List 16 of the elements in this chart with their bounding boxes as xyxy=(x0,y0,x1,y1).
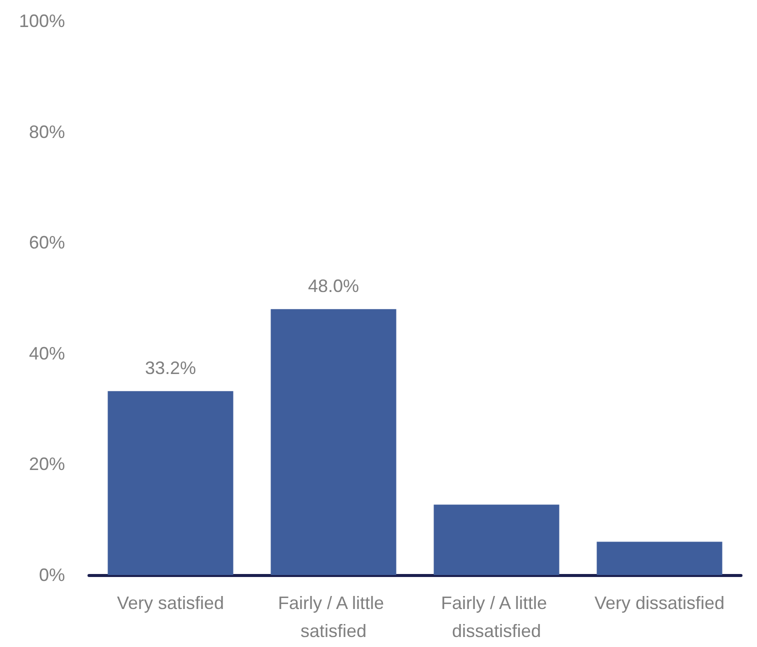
bar xyxy=(596,542,722,575)
bar xyxy=(434,504,560,575)
y-tick-label: 60% xyxy=(28,232,65,253)
data-label: 48.0% xyxy=(308,276,360,296)
bar xyxy=(270,309,396,575)
y-tick-label: 80% xyxy=(28,122,65,142)
y-tick-label: 0% xyxy=(38,565,65,585)
data-label: 33.2% xyxy=(144,358,196,378)
x-tick-label: Very satisfied xyxy=(116,593,224,613)
x-tick-label: Fairly / A little dissatisfied xyxy=(440,593,552,641)
x-tick-label: Fairly / A little satisfied xyxy=(278,593,390,641)
y-tick-label: 100% xyxy=(18,11,65,31)
x-tick-label: Very dissatisfied xyxy=(594,593,725,613)
y-tick-label: 40% xyxy=(28,343,65,364)
bar xyxy=(108,391,234,575)
y-tick-label: 20% xyxy=(28,454,65,474)
